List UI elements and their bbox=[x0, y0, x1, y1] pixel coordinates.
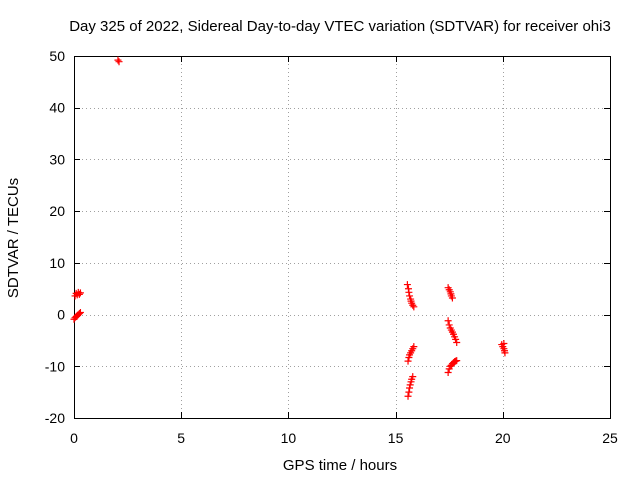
data-point bbox=[404, 357, 412, 365]
x-tick-label: 25 bbox=[602, 430, 618, 446]
y-tick-label: -10 bbox=[45, 358, 65, 374]
data-point bbox=[76, 309, 84, 317]
data-point bbox=[406, 381, 414, 389]
axis-ticks bbox=[74, 56, 611, 419]
y-tick-label: 40 bbox=[49, 100, 65, 116]
x-tick-label: 0 bbox=[70, 430, 78, 446]
y-tick-label: -20 bbox=[45, 410, 65, 426]
data-point bbox=[448, 294, 456, 302]
data-point bbox=[453, 357, 461, 365]
y-tick-label: 20 bbox=[49, 203, 65, 219]
x-tick-label: 20 bbox=[495, 430, 511, 446]
y-tick-label: 10 bbox=[49, 255, 65, 271]
chart-title: Day 325 of 2022, Sidereal Day-to-day VTE… bbox=[69, 18, 611, 35]
data-point bbox=[76, 289, 84, 297]
data-point bbox=[115, 58, 123, 66]
data-point bbox=[75, 290, 83, 298]
data-point bbox=[444, 317, 452, 325]
data-point bbox=[453, 338, 461, 346]
x-tick-labels: 0 5 10 15 20 25 bbox=[70, 430, 618, 446]
x-tick-label: 10 bbox=[281, 430, 297, 446]
data-point bbox=[501, 349, 509, 357]
data-point bbox=[75, 310, 83, 318]
data-point bbox=[406, 292, 414, 300]
data-point bbox=[445, 321, 453, 329]
data-point bbox=[403, 281, 411, 289]
data-point bbox=[405, 288, 413, 296]
data-point bbox=[114, 56, 122, 64]
data-point bbox=[500, 340, 508, 348]
data-point bbox=[409, 301, 417, 309]
y-tick-label: 50 bbox=[49, 48, 65, 64]
plot-frame bbox=[74, 56, 611, 419]
y-tick-labels: -20 -10 0 10 20 30 40 50 bbox=[45, 48, 65, 426]
x-axis-title: GPS time / hours bbox=[283, 457, 397, 474]
y-tick-label: 30 bbox=[49, 151, 65, 167]
data-point bbox=[405, 388, 413, 396]
x-tick-label: 15 bbox=[388, 430, 404, 446]
y-tick-label: 0 bbox=[57, 307, 65, 323]
data-point bbox=[409, 373, 417, 381]
data-point bbox=[444, 368, 452, 376]
data-point bbox=[452, 335, 460, 343]
data-point bbox=[410, 303, 418, 311]
data-points bbox=[70, 56, 509, 400]
x-tick-label: 5 bbox=[177, 430, 185, 446]
y-axis-title: SDTVAR / TECUs bbox=[5, 178, 22, 298]
data-point bbox=[410, 343, 418, 351]
data-point bbox=[406, 384, 414, 392]
grid-lines bbox=[74, 56, 610, 418]
data-point bbox=[404, 392, 412, 400]
